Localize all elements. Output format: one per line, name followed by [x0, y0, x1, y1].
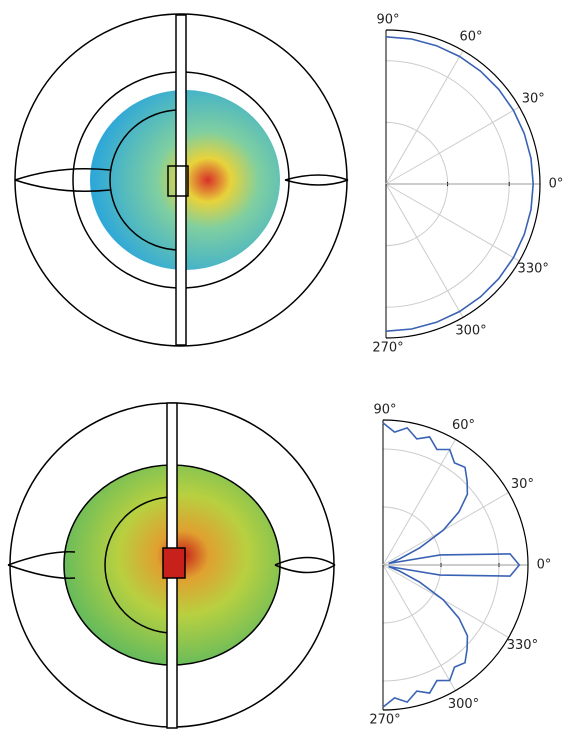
grid-spoke [386, 51, 463, 184]
page: {"chart_data": [ {"type": "polar", "thet… [0, 0, 563, 738]
theta-tick-label: 300° [448, 697, 479, 712]
grid-spoke [386, 107, 519, 184]
theta-tick-label: 330° [518, 262, 549, 277]
theta-tick-label: 60° [459, 29, 482, 44]
theta-tick-label: 330° [507, 638, 538, 653]
theta-tick-label: 60° [452, 418, 475, 433]
theta-tick-label: 90° [376, 13, 399, 28]
theta-tick-label: 270° [369, 713, 400, 728]
render-top [15, 14, 348, 346]
grid-spoke [386, 184, 519, 261]
render-bottom [8, 403, 335, 728]
theta-tick-label: 270° [372, 341, 403, 356]
theta-tick-label: 30° [511, 477, 534, 492]
grid-spoke [383, 565, 456, 691]
grid-spoke [383, 439, 456, 565]
theta-tick-label: 300° [455, 324, 486, 339]
theta-tick-label: 0° [537, 558, 552, 573]
theta-tick-label: 0° [549, 177, 563, 192]
figure: 90° 60° 30° 0° 330° 300° 270° 90° 60° 30° 0° 330° 30… [0, 0, 563, 734]
grid-spoke [386, 184, 463, 317]
theta-tick-label: 30° [522, 92, 545, 107]
theta-tick-label: 90° [373, 403, 396, 418]
